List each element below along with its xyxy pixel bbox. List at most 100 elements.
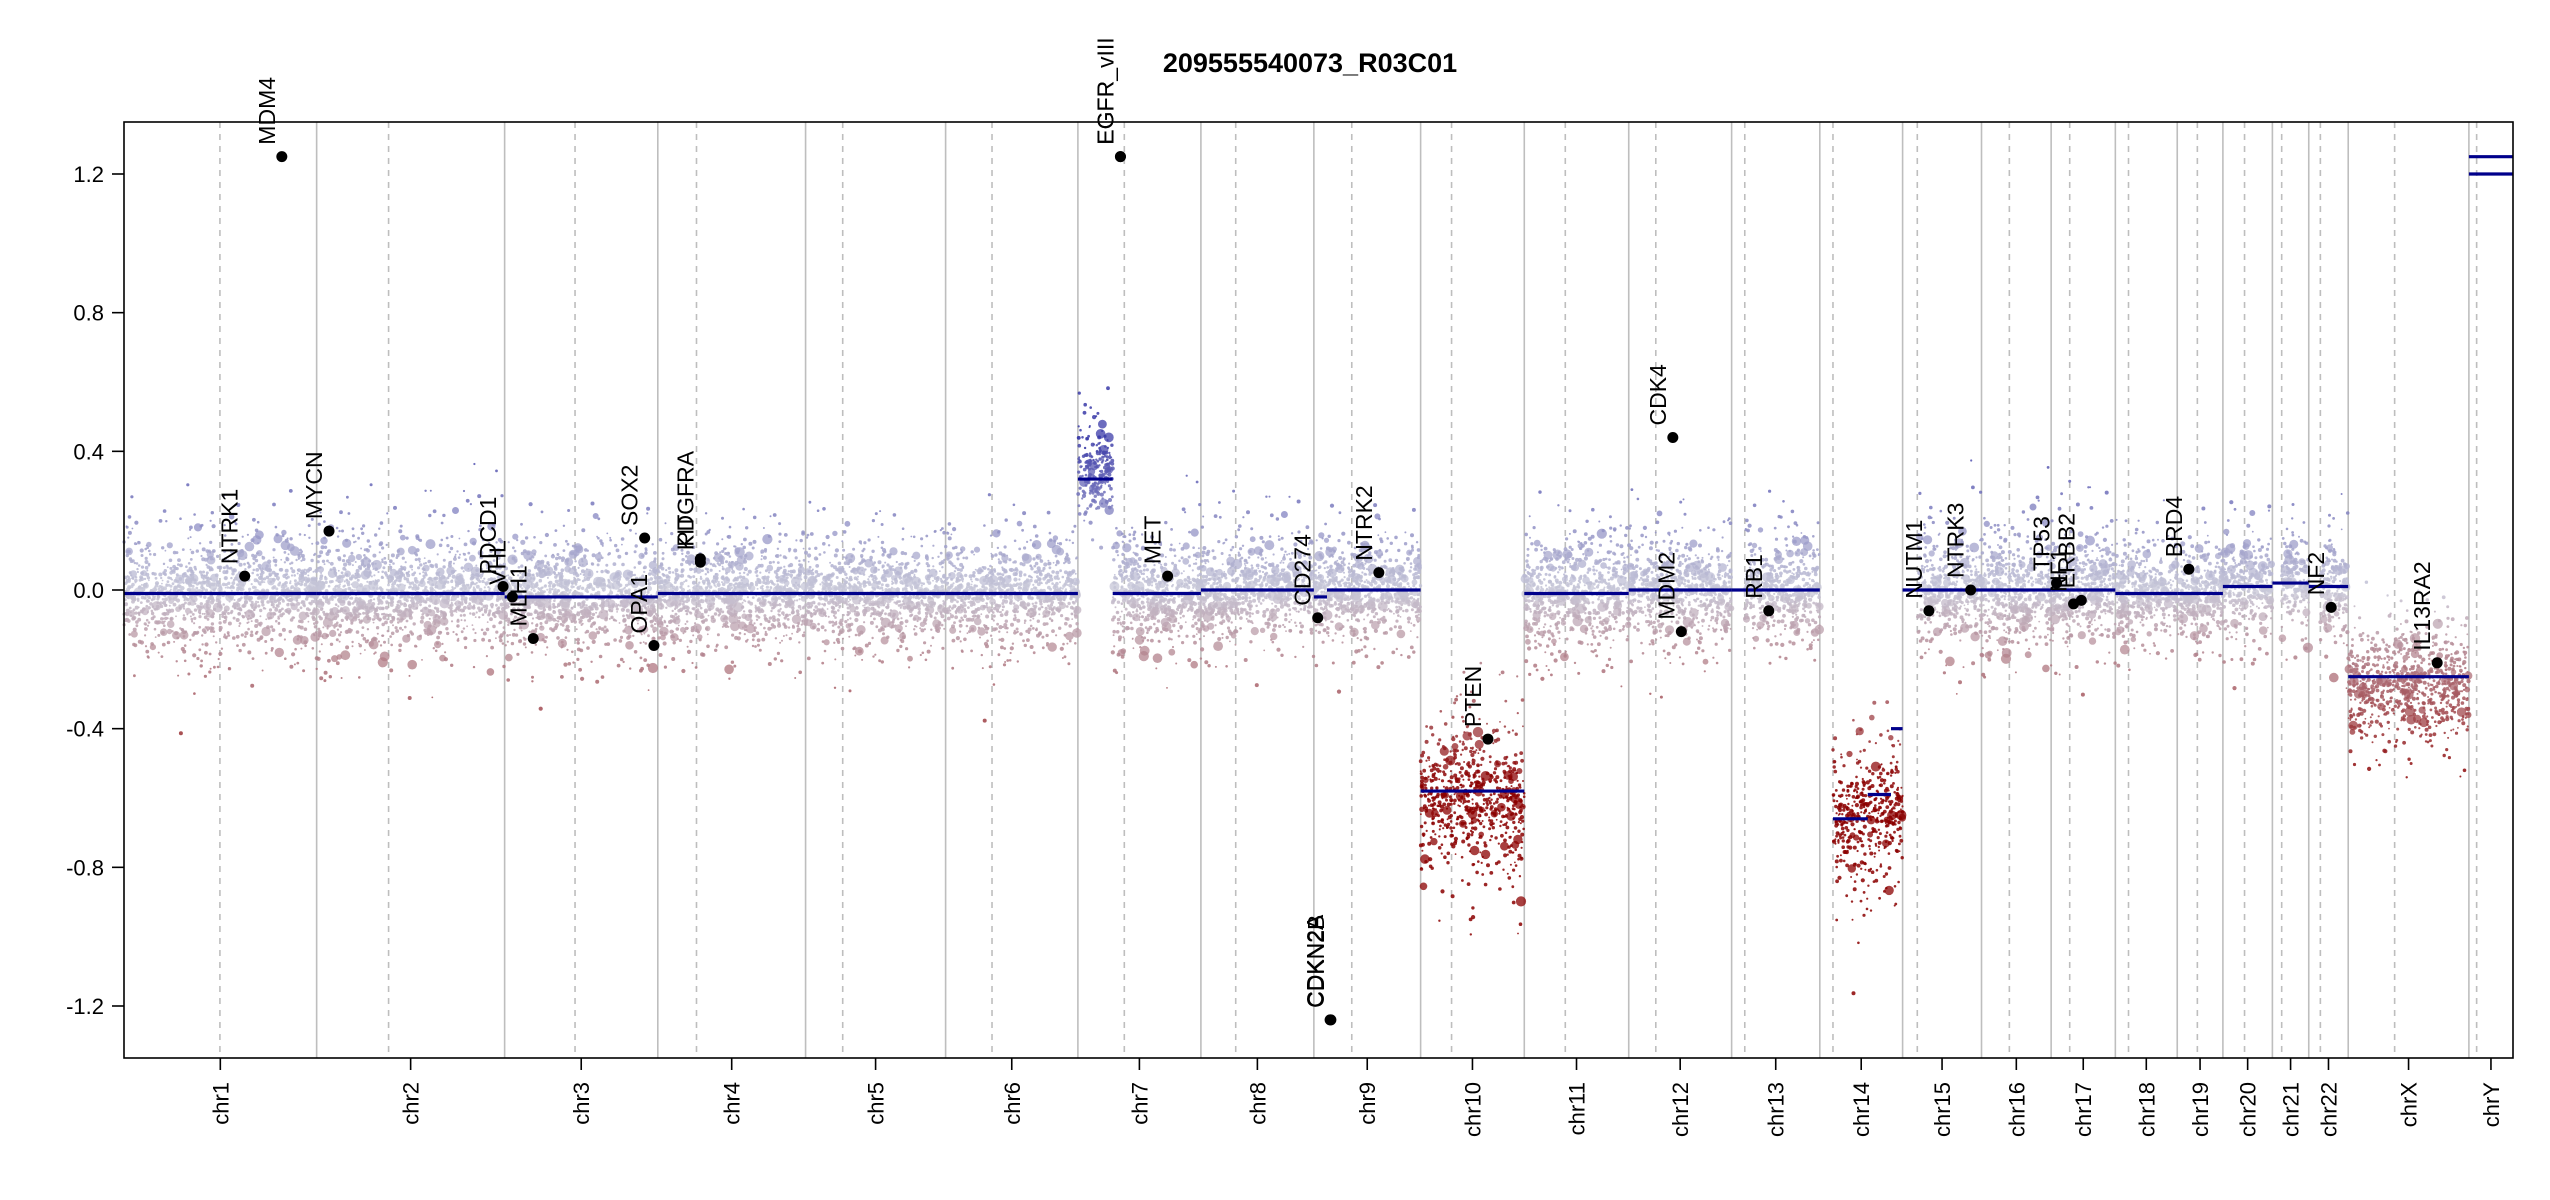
probe-point — [154, 588, 158, 592]
probe-point — [401, 573, 405, 577]
probe-point — [347, 627, 352, 632]
probe-point — [646, 512, 649, 515]
probe-point — [690, 626, 695, 631]
probe-point — [429, 598, 433, 603]
probe-point — [671, 657, 676, 661]
probe-point — [428, 617, 431, 620]
probe-point — [785, 576, 789, 579]
probe-point — [481, 613, 485, 616]
probe-point — [342, 566, 346, 571]
probe-point — [381, 570, 385, 574]
probe-point — [773, 604, 777, 608]
probe-point — [290, 574, 294, 577]
probe-point — [863, 621, 866, 624]
probe-point — [664, 522, 667, 525]
probe-point — [218, 651, 223, 656]
probe-point — [222, 603, 225, 606]
probe-point — [178, 584, 182, 589]
probe-point — [481, 579, 485, 584]
probe-point — [771, 602, 774, 605]
probe-point — [162, 600, 167, 605]
probe-point — [498, 610, 501, 613]
probe-point — [735, 582, 738, 585]
probe-point — [658, 571, 661, 574]
probe-point — [355, 599, 358, 603]
probe-point — [436, 635, 440, 640]
probe-point — [280, 558, 283, 561]
probe-point — [652, 608, 657, 613]
probe-point — [301, 580, 304, 584]
probe-point — [758, 601, 762, 605]
probe-point — [414, 558, 418, 562]
probe-point — [157, 633, 161, 637]
probe-point — [147, 562, 151, 566]
probe-point — [799, 566, 802, 569]
probe-point — [804, 550, 808, 555]
probe-point — [368, 573, 371, 577]
probe-point — [838, 630, 843, 635]
probe-point — [559, 622, 563, 626]
probe-point — [569, 589, 572, 592]
probe-point — [251, 553, 255, 558]
probe-point — [858, 649, 862, 654]
chart-title: 209555540073_R03C01 — [1163, 48, 1457, 78]
probe-point — [783, 565, 786, 568]
probe-point — [556, 636, 560, 640]
probe-point — [211, 598, 215, 603]
probe-point — [761, 597, 765, 600]
probe-point — [480, 576, 482, 579]
probe-point — [166, 580, 170, 584]
probe-point — [168, 608, 171, 612]
probe-point — [304, 597, 309, 601]
probe-point — [612, 618, 616, 621]
probe-point — [795, 539, 798, 542]
probe-point — [842, 637, 844, 640]
probe-point — [294, 647, 297, 651]
probe-point — [457, 601, 462, 605]
probe-point — [256, 637, 261, 642]
probe-point — [189, 548, 192, 551]
probe-point — [370, 638, 375, 642]
probe-point — [153, 586, 157, 589]
probe-point — [572, 661, 575, 664]
probe-point — [538, 706, 543, 711]
probe-point — [562, 524, 566, 527]
probe-point — [761, 602, 766, 606]
probe-point — [791, 632, 793, 635]
probe-point — [183, 659, 187, 663]
probe-point — [878, 659, 881, 663]
probe-point — [506, 678, 511, 682]
probe-point — [634, 532, 637, 535]
probe-point — [419, 603, 422, 607]
probe-point — [679, 607, 684, 612]
probe-point — [706, 644, 710, 649]
probe-point — [397, 613, 401, 617]
probe-point — [695, 567, 702, 574]
probe-point — [794, 677, 797, 679]
probe-point — [772, 560, 775, 564]
probe-point — [512, 533, 519, 540]
probe-point — [837, 609, 840, 612]
probe-point — [920, 537, 924, 541]
probe-point — [450, 620, 454, 623]
probe-point — [200, 659, 204, 663]
probe-point — [702, 541, 706, 545]
probe-point — [446, 631, 450, 636]
probe-point — [336, 584, 341, 589]
probe-point — [420, 609, 423, 612]
probe-point — [134, 605, 139, 610]
probe-point — [319, 576, 323, 581]
probe-point — [475, 584, 480, 589]
probe-point — [902, 574, 907, 578]
probe-point — [283, 551, 287, 554]
probe-point — [418, 538, 423, 543]
probe-point — [787, 570, 790, 573]
probe-point — [137, 639, 142, 644]
probe-point — [472, 587, 477, 592]
probe-point — [460, 566, 464, 570]
probe-point — [219, 585, 222, 589]
probe-point — [464, 601, 468, 605]
probe-point — [261, 603, 265, 607]
probe-point — [706, 581, 711, 586]
probe-point — [137, 617, 142, 622]
